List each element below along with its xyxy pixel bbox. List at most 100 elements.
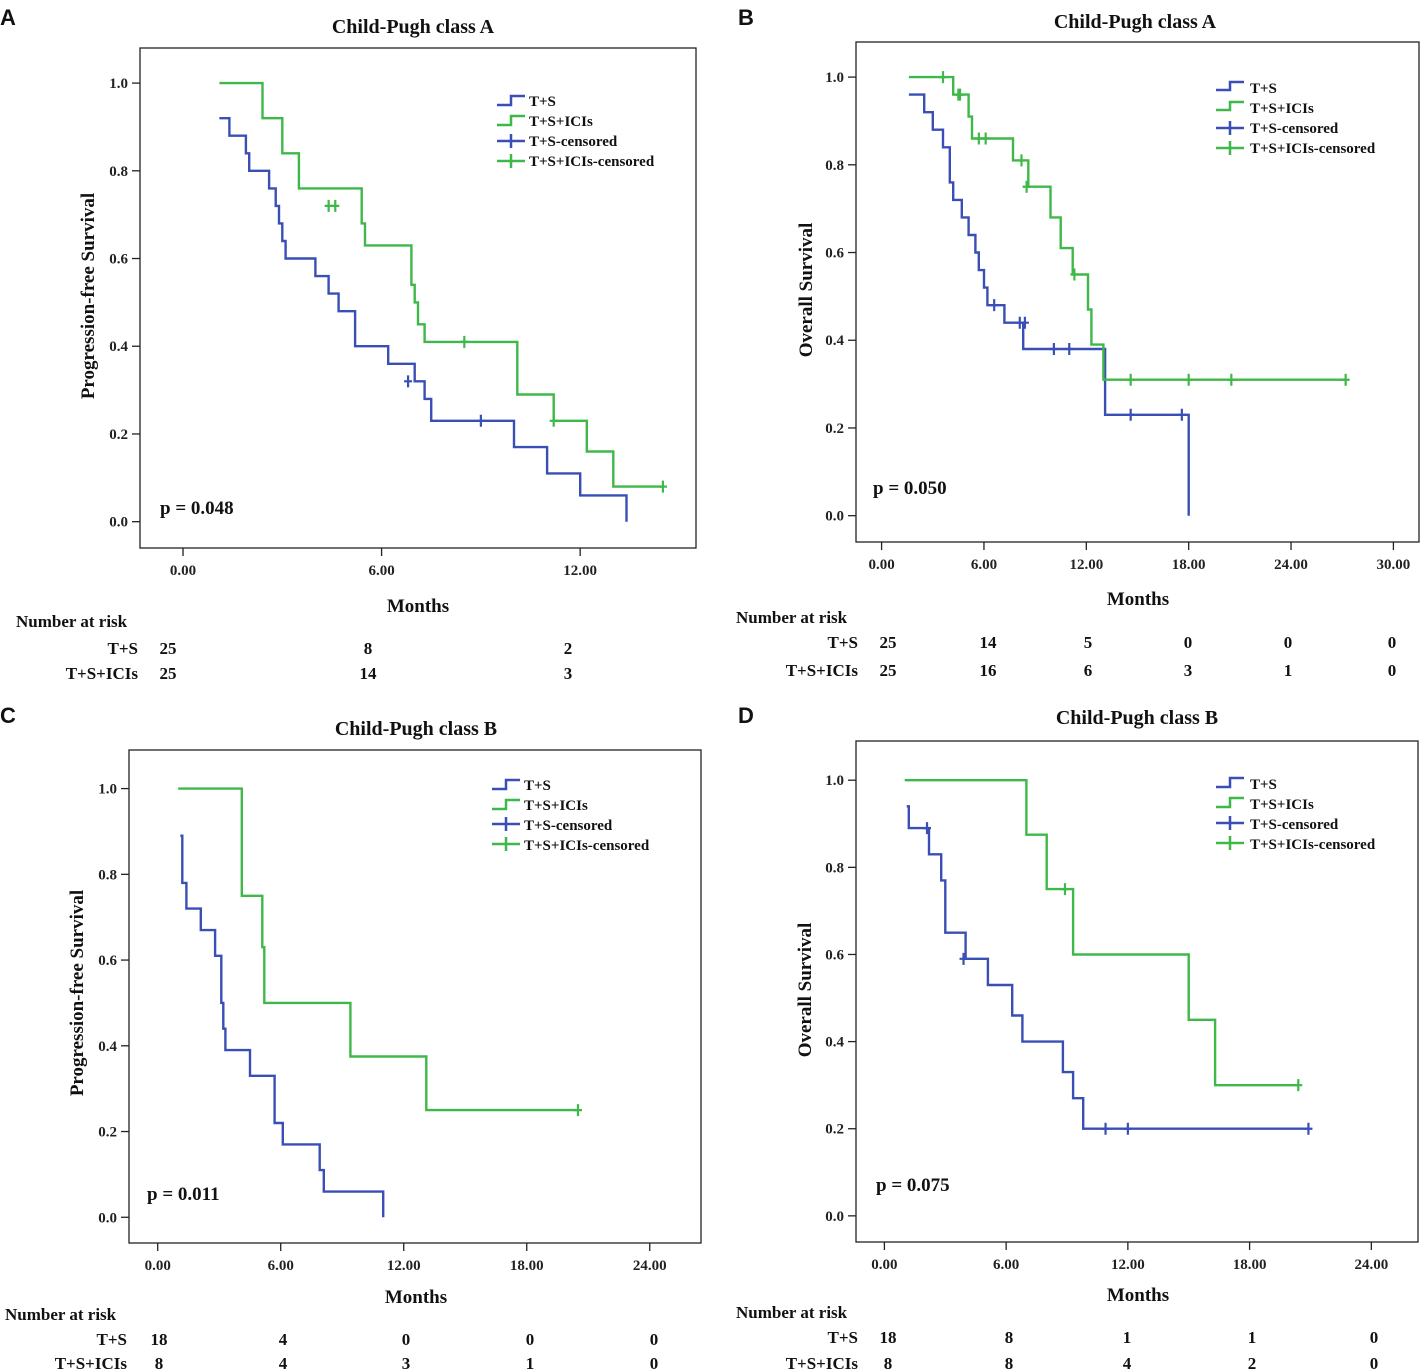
risk-value: 25 — [160, 639, 177, 658]
y-tick-label: 0.6 — [109, 252, 128, 268]
y-tick-label: 0.2 — [825, 1122, 844, 1138]
chart-title: Child-Pugh class A — [332, 16, 495, 38]
censor-mark-tsici — [1017, 154, 1026, 167]
y-tick-label: 0.0 — [825, 1209, 844, 1225]
censor-mark-ts — [1101, 1122, 1110, 1135]
km-curve-ts — [908, 93, 1190, 516]
risk-value: 16 — [980, 661, 997, 680]
x-tick-label: 12.00 — [387, 1258, 421, 1274]
legend-censor-tsici — [1216, 836, 1244, 850]
censor-mark-tsici — [1126, 373, 1135, 386]
risk-table-header: Number at risk — [16, 612, 128, 631]
risk-value: 3 — [1184, 661, 1193, 680]
y-tick-label: 0.0 — [109, 515, 128, 531]
censor-mark-tsici — [460, 335, 469, 348]
y-tick-label: 0.4 — [825, 1035, 844, 1051]
legend-line-ts — [497, 94, 525, 107]
risk-table-header: Number at risk — [5, 1305, 117, 1324]
panel-c: C Child-Pugh class B Months Progression-… — [0, 703, 658, 1371]
risk-value: 14 — [980, 633, 998, 652]
risk-value: 1 — [1284, 661, 1293, 680]
risk-value: 8 — [155, 1354, 164, 1371]
p-value: p = 0.050 — [873, 478, 947, 499]
risk-value: 0 — [526, 1330, 535, 1349]
y-tick-label: 0.4 — [109, 339, 128, 355]
x-axis-label: Months — [1107, 589, 1169, 610]
legend: T+S T+S+ICIs T+S-censored T+S+ICIs-censo… — [1216, 80, 1376, 157]
risk-value: 0 — [402, 1330, 411, 1349]
legend-label: T+S-censored — [524, 818, 613, 834]
km-curve-tsici — [178, 787, 578, 1112]
km-curve-tsici — [908, 75, 1346, 381]
censor-mark-tsici — [549, 414, 558, 427]
y-tick-label: 0.6 — [825, 947, 844, 963]
legend: T+S T+S+ICIs T+S-censored T+S+ICIs-censo… — [497, 94, 655, 170]
legend: T+S T+S+ICIs T+S-censored T+S+ICIs-censo… — [492, 778, 650, 854]
legend-label: T+S+ICIs — [1250, 797, 1314, 813]
risk-value: 0 — [650, 1354, 659, 1371]
legend-label: T+S — [1250, 777, 1277, 793]
x-tick-label: 6.00 — [993, 1257, 1019, 1273]
risk-table-header: Number at risk — [736, 608, 848, 627]
censor-mark-ts — [990, 299, 999, 312]
risk-value: 4 — [1123, 1354, 1132, 1371]
x-tick-label: 0.00 — [170, 563, 196, 579]
panel-letter: B — [738, 5, 754, 30]
risk-table: Number at risk T+S 25 14 5 0 0 0 T+S+ICI… — [736, 608, 1396, 680]
chart-title: Child-Pugh class A — [1054, 11, 1217, 33]
y-tick-label: 0.0 — [98, 1210, 117, 1226]
x-tick-label: 18.00 — [1233, 1257, 1267, 1273]
panel-letter: A — [0, 5, 16, 30]
risk-value: 25 — [880, 661, 897, 680]
censor-mark-tsici — [1184, 373, 1193, 386]
risk-value: 0 — [650, 1330, 659, 1349]
legend-censor-ts — [1216, 816, 1244, 830]
legend-label: T+S — [529, 94, 556, 110]
risk-value: 3 — [402, 1354, 411, 1371]
risk-value: 4 — [279, 1330, 288, 1349]
legend-line-ts — [1216, 776, 1244, 789]
y-axis-label: Progression-free Survival — [67, 890, 88, 1096]
risk-value: 0 — [1184, 633, 1193, 652]
plot-area-1: 0.0 0.2 0.4 0.6 0.8 1.0 0.00 6.00 12.00 18.00 24.0… — [825, 41, 1420, 573]
risk-value: 1 — [1248, 1328, 1257, 1347]
chart-title: Child-Pugh class B — [335, 718, 497, 740]
censor-mark-ts — [959, 952, 968, 965]
censor-mark-tsici — [658, 480, 667, 493]
panel-a: A Child-Pugh class A Months Progression-… — [0, 5, 655, 683]
km-curve-ts — [906, 805, 1309, 1130]
risk-row-label: T+S — [828, 1328, 858, 1347]
p-value: p = 0.011 — [147, 1184, 220, 1205]
legend-label: T+S+ICIs-censored — [524, 838, 650, 854]
y-tick-label: 0.2 — [98, 1125, 117, 1141]
legend-label: T+S+ICIs-censored — [1250, 141, 1376, 157]
censor-mark-tsici — [939, 71, 948, 84]
y-tick-label: 0.0 — [825, 509, 844, 525]
censor-mark-ts — [476, 414, 485, 427]
censor-mark-tsici — [1022, 180, 1031, 193]
risk-value: 1 — [526, 1354, 535, 1371]
y-tick-label: 0.8 — [98, 867, 117, 883]
x-tick-label: 6.00 — [368, 563, 394, 579]
p-value: p = 0.048 — [160, 498, 234, 519]
censor-mark-tsici — [1341, 373, 1350, 386]
censor-mark-tsici — [1294, 1079, 1303, 1092]
legend-label: T+S-censored — [1250, 817, 1339, 833]
x-axis-label: Months — [387, 596, 449, 617]
plot-layer: 0.00.20.40.60.81.00.00 6.00 12.000.00.20.4… — [98, 41, 1420, 1274]
chart-title: Child-Pugh class B — [1056, 707, 1218, 729]
km-curve-tsici — [904, 779, 1299, 1087]
risk-row-label: T+S+ICIs — [55, 1354, 128, 1371]
risk-row-label: T+S+ICIs — [66, 664, 139, 683]
risk-value: 14 — [360, 664, 378, 683]
x-tick-label: 24.00 — [1354, 1257, 1388, 1273]
legend-label: T+S+ICIs-censored — [529, 154, 655, 170]
y-tick-label: 0.8 — [109, 164, 128, 180]
risk-row-label: T+S — [828, 633, 858, 652]
y-tick-label: 0.8 — [825, 158, 844, 174]
censor-mark-tsici — [981, 132, 990, 145]
legend-label: T+S+ICIs-censored — [1250, 837, 1376, 853]
panel-letter: C — [0, 703, 16, 728]
risk-value: 0 — [1370, 1354, 1379, 1371]
